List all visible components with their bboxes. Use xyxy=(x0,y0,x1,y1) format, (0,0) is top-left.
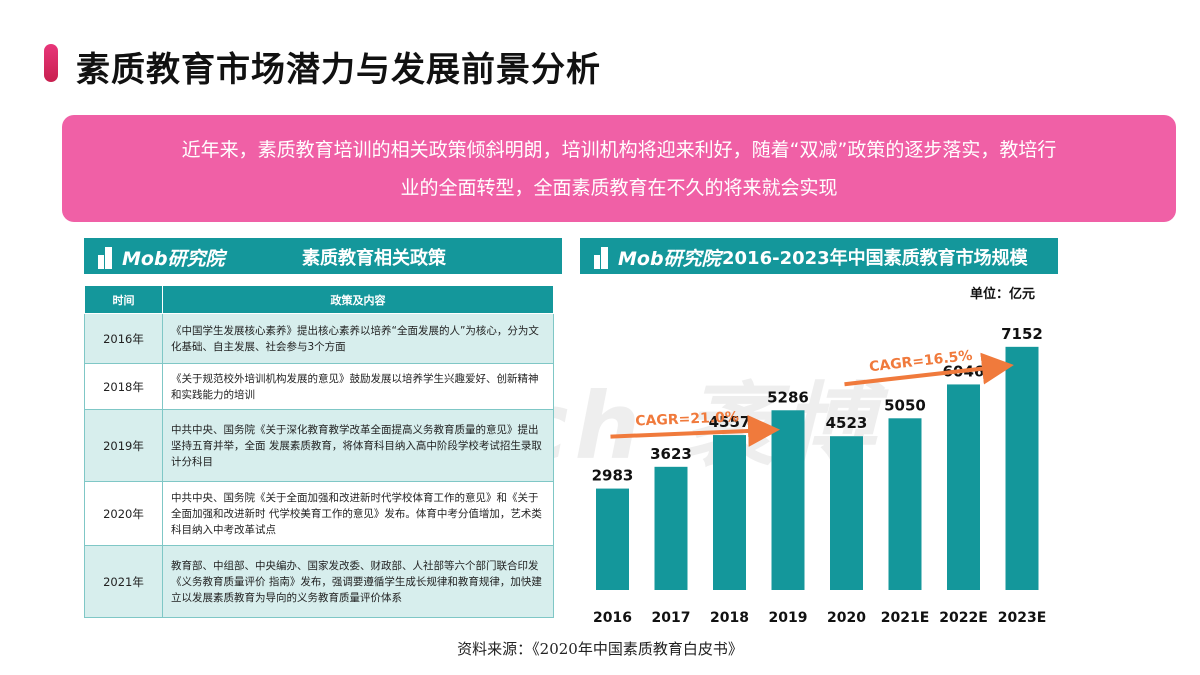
market-size-chart: 2983 2016 3623 2017 4557 2018 5286 2019 4523 2020… xyxy=(592,325,1047,626)
x-tick-2017: 2017 xyxy=(652,610,691,626)
x-tick-2019: 2019 xyxy=(769,610,808,626)
bar-2017 xyxy=(654,466,688,590)
page-title: 素质教育市场潜力与发展前景分析 xyxy=(76,50,601,90)
row-year: 2016年 xyxy=(84,313,163,364)
cagr-arrow-1 xyxy=(610,414,780,447)
row-year: 2019年 xyxy=(84,409,163,482)
table-row: 2018年 《关于规范校外培训机构发展的意见》鼓励发展以培养学生兴趣爱好、创新精… xyxy=(84,363,554,410)
data-label-2016: 2983 xyxy=(592,467,634,485)
table-row: 2020年 中共中央、国务院《关于全面加强和改进新时代学校体育工作的意见》和《关… xyxy=(84,481,554,546)
banner-line-1: 近年来，素质教育培训的相关政策倾斜明朗，培训机构将迎来利好，随着“双减”政策的逐… xyxy=(181,139,1057,161)
row-year: 2018年 xyxy=(84,363,163,410)
x-tick-2023E: 2023E xyxy=(998,610,1047,626)
table-row: 2021年 教育部、中组部、中央编办、国家发改委、财政部、人社部等六个部门联合印… xyxy=(84,545,554,618)
source-note: 资料来源：《2020年中国素质教育白皮书》 xyxy=(457,640,743,658)
data-label-2019: 5286 xyxy=(767,388,809,406)
title-accent-bar xyxy=(44,44,58,82)
data-label-2020: 4523 xyxy=(826,414,868,432)
bar-2018 xyxy=(713,435,746,590)
bar-2023E xyxy=(1005,346,1039,590)
x-tick-2016: 2016 xyxy=(593,610,632,626)
bar-2016 xyxy=(596,488,629,590)
policy-table: 时间 政策及内容 2016年 《中国学生发展核心素养》提出核心素养以培养“全面发… xyxy=(84,285,554,618)
banner-line-2: 业的全面转型，全面素质教育在不久的将来就会实现 xyxy=(400,177,838,199)
row-content: 《关于规范校外培训机构发展的意见》鼓励发展以培养学生兴趣爱好、创新精神和实践能力… xyxy=(162,363,554,410)
data-label-2021E: 5050 xyxy=(884,396,926,414)
x-tick-2020: 2020 xyxy=(827,610,866,626)
header-time: 时间 xyxy=(84,285,163,314)
mob-logo-icon xyxy=(592,246,614,269)
mob-logo: Mob研究院 xyxy=(96,244,225,271)
x-tick-2021E: 2021E xyxy=(881,610,930,626)
row-year: 2020年 xyxy=(84,481,163,546)
bar-2021E xyxy=(888,418,922,590)
data-label-2023E: 7152 xyxy=(1001,325,1043,343)
bar-2020 xyxy=(830,436,863,590)
row-content: 中共中央、国务院《关于深化教育教学改革全面提高义务教育质量的意见》提出坚持五育并… xyxy=(162,409,554,482)
unit-label: 单位：亿元 xyxy=(970,287,1036,302)
cagr-arrow-2 xyxy=(844,352,1014,387)
mob-logo-icon xyxy=(96,246,118,269)
row-year: 2021年 xyxy=(84,545,163,618)
row-content: 教育部、中组部、中央编办、国家发改委、财政部、人社部等六个部门联合印发《义务教育… xyxy=(162,545,554,618)
mob-logo-text: Mob研究院 xyxy=(122,248,225,270)
mob-logo-text: Mob研究院 xyxy=(618,248,721,270)
bar-2022E xyxy=(947,384,980,590)
data-label-2018: 4557 xyxy=(709,413,751,431)
summary-banner: 近年来，素质教育培训的相关政策倾斜明朗，培训机构将迎来利好，随着“双减”政策的逐… xyxy=(62,115,1176,222)
cagr-label-1: CAGR=21.0% xyxy=(635,409,739,429)
policy-panel-title: 素质教育相关政策 xyxy=(302,248,446,269)
table-row: 2019年 中共中央、国务院《关于深化教育教学改革全面提高义务教育质量的意见》提… xyxy=(84,409,554,482)
mob-logo: Mob研究院 xyxy=(592,244,721,271)
x-tick-2022E: 2022E xyxy=(939,610,988,626)
data-label-2017: 3623 xyxy=(650,445,692,463)
policy-panel-header: Mob研究院 素质教育相关政策 xyxy=(84,238,562,274)
market-panel-title: 2016-2023年中国素质教育市场规模 xyxy=(722,248,1028,269)
row-content: 《中国学生发展核心素养》提出核心素养以培养“全面发展的人”为核心，分为文化基础、… xyxy=(162,313,554,364)
table-row: 2016年 《中国学生发展核心素养》提出核心素养以培养“全面发展的人”为核心，分… xyxy=(84,313,554,364)
bar-group: 2983 2016 3623 2017 4557 2018 5286 2019 4523 2020… xyxy=(592,325,1047,626)
row-content: 中共中央、国务院《关于全面加强和改进新时代学校体育工作的意见》和《关于全面加强和… xyxy=(162,481,554,546)
market-panel-header: Mob研究院 2016-2023年中国素质教育市场规模 xyxy=(580,238,1058,274)
policy-table-header-row: 时间 政策及内容 xyxy=(84,285,554,314)
x-tick-2018: 2018 xyxy=(710,610,749,626)
header-content: 政策及内容 xyxy=(162,285,554,314)
bar-2019 xyxy=(771,410,805,590)
